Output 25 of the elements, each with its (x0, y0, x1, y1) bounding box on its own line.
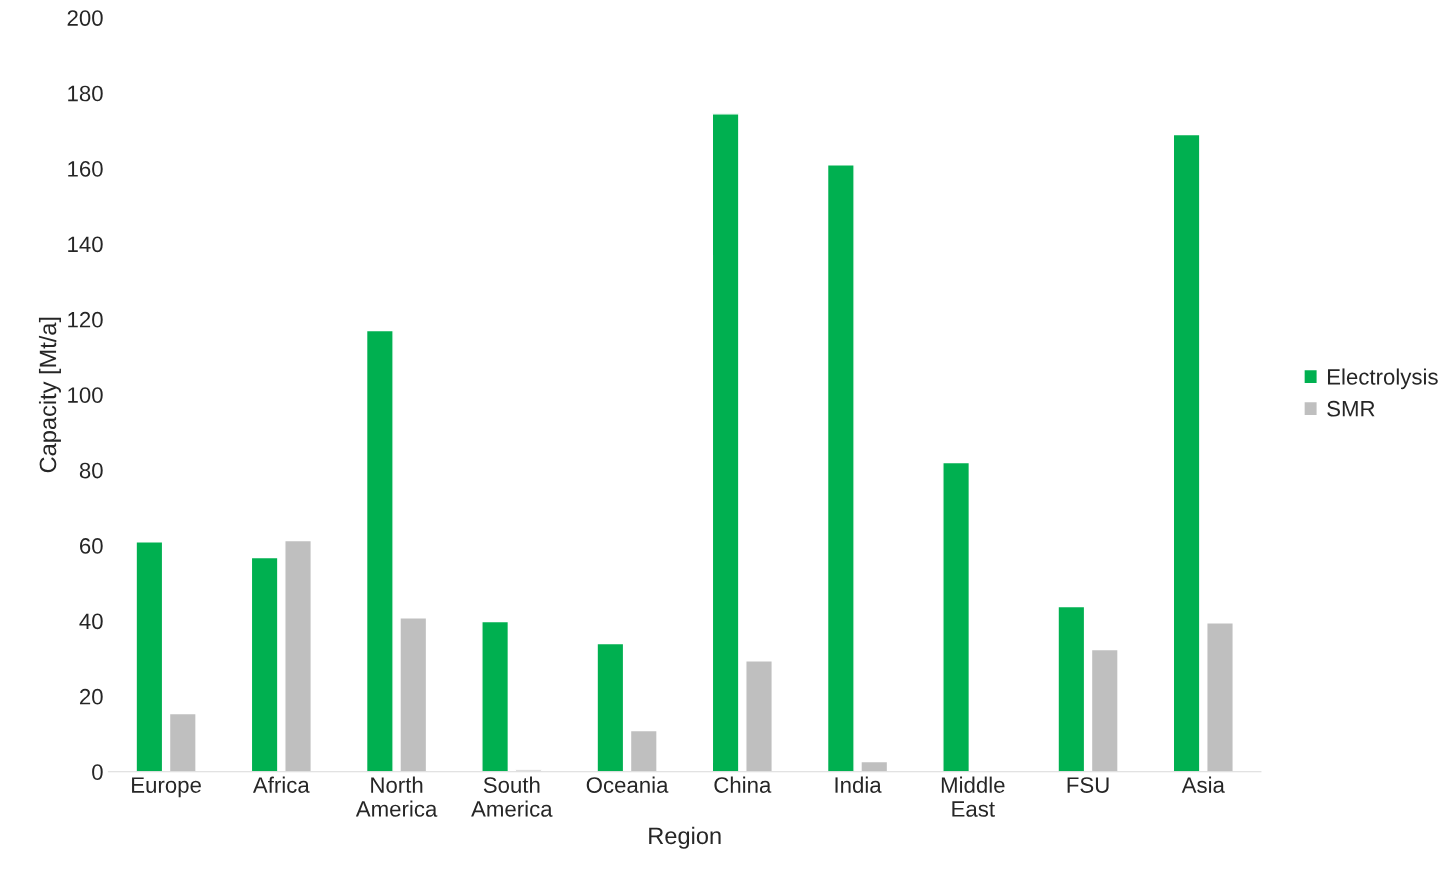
y-tick-label: 80 (79, 462, 103, 479)
y-axis-title: Capacity [Mt/a] (38, 317, 61, 473)
legend-label: SMR (1327, 400, 1375, 417)
y-tick-label: 180 (68, 85, 103, 102)
x-tick-label: Europe (132, 777, 201, 798)
y-tick-label: 60 (80, 538, 103, 554)
x-tick-label: Middle East (941, 776, 1005, 817)
x-tick-label: India (835, 776, 882, 793)
x-tick-label: South America (471, 776, 553, 817)
y-tick-label: 200 (67, 10, 103, 26)
legend-label: Electrolysis (1328, 368, 1438, 390)
x-tick-label: North America (355, 776, 438, 817)
x-axis-title: Region (649, 826, 721, 849)
y-tick-label: 40 (79, 613, 103, 630)
x-tick-label: Africa (252, 776, 310, 793)
y-tick-label: 140 (68, 236, 103, 253)
y-tick-label: 0 (92, 764, 103, 780)
y-tick-label: 120 (68, 311, 103, 328)
x-tick-label: China (714, 776, 772, 793)
x-tick-label: FSU (1067, 777, 1109, 793)
y-tick-label: 160 (68, 161, 103, 177)
x-tick-label: Oceania (586, 776, 669, 793)
y-tick-label: 20 (79, 688, 103, 705)
x-tick-label: Asia (1181, 776, 1225, 793)
y-tick-label: 100 (68, 387, 103, 403)
